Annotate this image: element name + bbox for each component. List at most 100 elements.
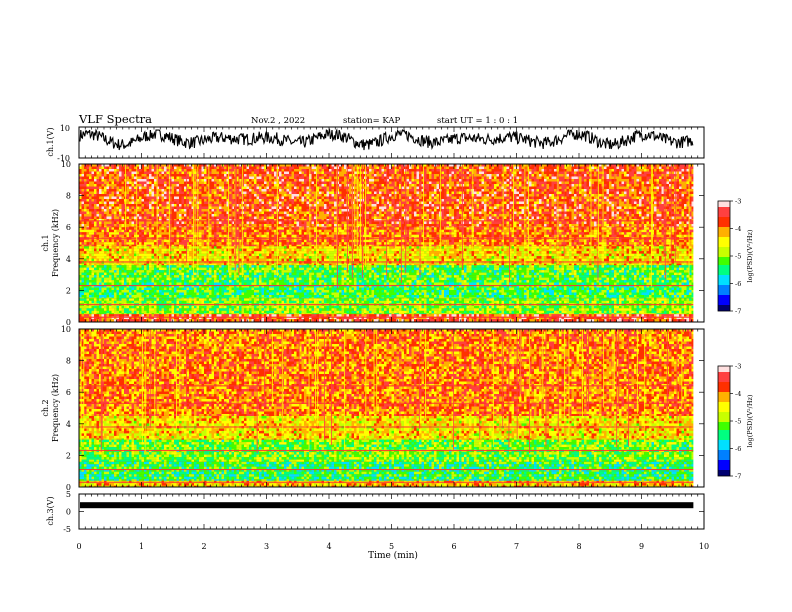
spectrogram-cell: [211, 290, 215, 293]
spectrogram-cell: [429, 292, 432, 296]
spectrogram-cell: [274, 319, 277, 322]
spectrogram-cell: [446, 314, 450, 317]
spectrogram-cell: [374, 305, 377, 309]
spectrogram-cell: [596, 298, 600, 301]
spectrogram-cell: [406, 295, 410, 298]
spectrogram-cell: [194, 272, 197, 276]
spectrogram-cell: [221, 297, 225, 299]
spectrogram-cell: [591, 292, 595, 296]
spectrogram-cell: [649, 316, 652, 320]
spectrogram-cell: [691, 308, 695, 311]
spectrogram-cell: [314, 310, 317, 314]
spectrogram-cell: [474, 313, 477, 315]
spectrogram-cell: [136, 282, 140, 286]
spectrogram-cell: [361, 313, 365, 315]
spectrogram-cell: [434, 300, 437, 304]
spectrogram-cell: [354, 295, 357, 298]
spectrogram-cell: [276, 282, 280, 286]
spectrogram-cell: [396, 282, 400, 286]
spectrogram-cell: [339, 313, 342, 315]
spectrogram-cell: [449, 308, 452, 311]
spectrogram-cell: [244, 287, 247, 291]
spectrogram-cell: [611, 308, 615, 311]
spectrogram-cell: [456, 305, 460, 309]
spectrogram-cell: [659, 316, 662, 320]
spectrogram-cell: [321, 305, 325, 309]
spectrogram-cell: [131, 298, 135, 301]
spectrogram-cell: [404, 314, 407, 317]
spectrogram-cell: [144, 280, 147, 283]
spectrogram-cell: [391, 313, 395, 315]
spectrogram-cell: [219, 298, 222, 301]
spectrogram-cell: [364, 305, 367, 309]
spectrogram-cell: [351, 282, 355, 286]
spectrogram-cell: [579, 319, 582, 322]
spectrogram-cell: [626, 305, 630, 309]
spectrogram-cell: [429, 314, 432, 317]
spectrogram-cell: [686, 308, 690, 311]
spectrogram-cell: [584, 313, 587, 315]
spectrogram-cell: [576, 316, 580, 320]
spectrogram-cell: [214, 319, 217, 322]
spectrogram-cell: [586, 290, 590, 293]
spectrogram-cell: [474, 310, 477, 314]
spectrogram-cell: [621, 298, 625, 301]
spectrogram-cell: [209, 287, 212, 291]
spectrogram-cell: [194, 310, 197, 314]
spectrogram-cell: [641, 282, 645, 286]
spectrogram-cell: [379, 314, 382, 317]
spectrogram-cell: [216, 310, 220, 314]
spectrogram-cell: [689, 314, 692, 317]
spectrogram-cell: [229, 282, 232, 286]
spectrogram-cell: [156, 295, 160, 298]
spectrogram-cell: [559, 295, 562, 298]
spectrogram-cell: [341, 305, 345, 309]
spectrogram-cell: [591, 297, 595, 299]
spectrogram-cell: [634, 282, 637, 286]
spectrogram-cell: [666, 313, 670, 315]
spectrogram-cell: [316, 305, 320, 309]
spectrogram-cell: [641, 287, 645, 291]
spectrogram-cell: [104, 319, 107, 322]
spectrogram-cell: [106, 275, 110, 278]
spectrogram-cell: [631, 310, 635, 314]
spectrogram-cell: [661, 298, 665, 301]
spectrogram-cell: [449, 310, 452, 314]
spectrogram-cell: [619, 314, 622, 317]
spectrogram-cell: [396, 287, 400, 291]
spectrogram-cell: [141, 285, 145, 288]
spectrogram-cell: [454, 287, 457, 291]
spectrogram-cell: [396, 295, 400, 298]
spectrogram-cell: [389, 313, 392, 315]
spectrogram-cell: [589, 298, 592, 301]
spectrogram-cell: [214, 295, 217, 298]
spectrogram-cell: [171, 316, 175, 320]
spectrogram-cell: [104, 265, 107, 268]
spectrogram-cell: [316, 285, 320, 288]
spectrogram-cell: [81, 316, 85, 320]
spectrogram-cell: [489, 287, 492, 291]
spectrogram-cell: [581, 305, 585, 309]
spectrogram-cell: [249, 319, 252, 322]
spectrogram-cell: [264, 292, 267, 296]
spectrogram-cell: [121, 272, 125, 276]
spectrogram-cell: [599, 319, 602, 322]
spectrogram-cell: [666, 298, 670, 301]
spectrogram-cell: [654, 313, 657, 315]
spectrogram-cell: [144, 272, 147, 276]
spectrogram-cell: [609, 316, 612, 320]
spectrogram-cell: [124, 272, 127, 276]
spectrogram-cell: [669, 300, 672, 304]
spectrogram-cell: [591, 314, 595, 317]
spectrogram-cell: [639, 316, 642, 320]
spectrogram-cell: [144, 308, 147, 311]
spectrogram-cell: [331, 314, 335, 317]
spectrogram-cell: [296, 292, 300, 296]
spectrogram-cell: [86, 316, 90, 320]
spectrogram-cell: [579, 282, 582, 286]
spectrogram-cell: [554, 292, 557, 296]
spectrogram-cell: [191, 297, 195, 299]
spectrogram-cell: [186, 314, 190, 317]
spectrogram-cell: [506, 285, 510, 288]
spectrogram-cell: [144, 297, 147, 299]
